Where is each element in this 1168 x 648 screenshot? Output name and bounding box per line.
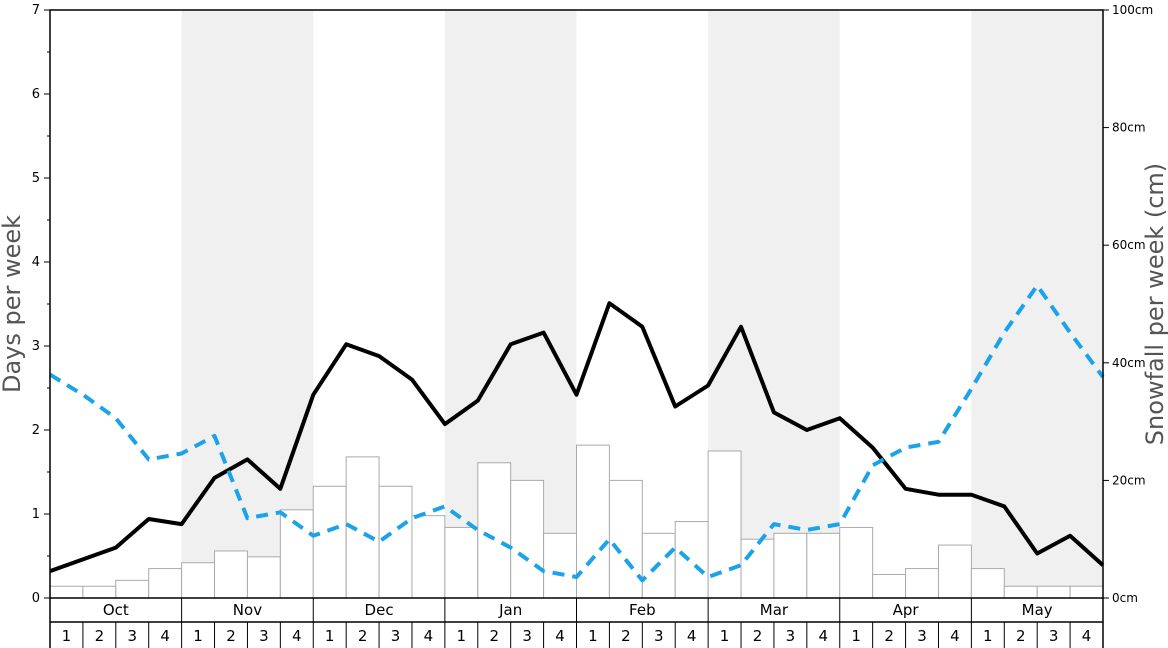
y-axis-title-right: Snowfall per week (cm) — [1141, 163, 1168, 445]
snowfall-bar — [115, 579, 150, 599]
y-tick-label-right: 0cm — [1112, 591, 1138, 605]
week-label: 2 — [753, 627, 763, 645]
x-axis-table: Oct 1 2 3 4 Nov 1 2 3 4 Dec 1 2 3 4 Jan 1 2 3 4 Feb 1 2 3 4 Mar 1 2… — [49, 598, 1104, 648]
y-tick-label-left: 4 — [32, 255, 40, 270]
week-label: 3 — [127, 627, 137, 645]
snowfall-bar — [378, 485, 413, 599]
snowfall-bar — [608, 479, 643, 599]
snowfall-bars — [49, 444, 1104, 599]
week-label: 4 — [424, 627, 434, 645]
snowfall-bar — [970, 568, 1005, 599]
dashed-line-series — [48, 283, 1105, 583]
snowfall-bar — [444, 526, 479, 599]
y-tick-label-left: 1 — [32, 507, 40, 522]
y-tick-label-left: 0 — [32, 591, 40, 606]
y-tick-label-left: 3 — [32, 339, 40, 354]
week-label: 2 — [95, 627, 105, 645]
snowfall-bar — [773, 532, 808, 599]
month-label: Mar — [760, 601, 789, 619]
week-label: 2 — [1016, 627, 1026, 645]
week-label: 1 — [720, 627, 730, 645]
snowfall-bar — [674, 521, 709, 599]
snowfall-bar — [312, 485, 347, 599]
week-label: 1 — [983, 627, 993, 645]
week-label: 4 — [819, 627, 829, 645]
y-tick-label-right: 40cm — [1112, 356, 1146, 370]
y-tick-label-right: 100cm — [1112, 3, 1153, 17]
week-label: 1 — [457, 627, 467, 645]
snowfall-bar — [181, 562, 216, 599]
week-label: 2 — [226, 627, 236, 645]
y-tick-label-left: 7 — [32, 3, 40, 18]
snowfall-bar — [937, 544, 972, 599]
week-label: 3 — [522, 627, 532, 645]
y-tick-label-right: 80cm — [1112, 121, 1146, 135]
series-lines — [48, 283, 1105, 583]
y-tick-label-left: 5 — [32, 171, 40, 186]
month-label: Apr — [893, 601, 920, 619]
week-label: 2 — [358, 627, 368, 645]
snowfall-bar — [477, 462, 512, 599]
month-label: May — [1022, 601, 1053, 619]
y-tick-label-left: 6 — [32, 87, 40, 102]
snowfall-bar — [740, 538, 775, 599]
snowfall-bar — [576, 444, 610, 599]
week-label: 3 — [1049, 627, 1059, 645]
snowfall-bar — [543, 532, 577, 599]
y-axis-title-left: Days per week — [0, 215, 26, 393]
snowfall-bar — [49, 585, 84, 599]
week-label: 4 — [950, 627, 960, 645]
y-tick-label-right: 20cm — [1112, 473, 1146, 487]
week-label: 1 — [193, 627, 203, 645]
week-label: 1 — [588, 627, 598, 645]
snowfall-bar — [1069, 585, 1104, 599]
week-label: 3 — [917, 627, 927, 645]
right-axis: 0cm 20cm 40cm 60cm 80cm 100cm — [1103, 3, 1153, 605]
solid-line-series — [49, 301, 1105, 573]
week-label: 4 — [687, 627, 697, 645]
week-label: 1 — [62, 627, 72, 645]
week-label: 1 — [851, 627, 861, 645]
left-axis: 0 1 2 3 4 5 6 7 — [32, 3, 50, 606]
month-label: Dec — [365, 601, 394, 619]
snowfall-bar — [839, 526, 874, 599]
y-tick-label-left: 2 — [32, 423, 40, 438]
week-label: 2 — [884, 627, 894, 645]
snowfall-bar — [82, 585, 117, 599]
snowfall-bar — [1036, 585, 1071, 599]
month-shading — [181, 10, 1103, 598]
month-label: Oct — [103, 601, 129, 619]
snowfall-bar — [246, 556, 281, 599]
week-label: 2 — [489, 627, 499, 645]
snowfall-bar — [905, 568, 939, 599]
month-label: Jan — [498, 601, 522, 619]
week-label: 2 — [621, 627, 631, 645]
week-label: 3 — [654, 627, 664, 645]
snowfall-bar — [214, 550, 248, 599]
month-shade — [181, 10, 314, 598]
week-label: 1 — [325, 627, 335, 645]
week-label: 4 — [292, 627, 302, 645]
week-label: 3 — [391, 627, 401, 645]
week-label: 4 — [555, 627, 565, 645]
snowfall-bar — [872, 573, 907, 599]
week-label: 3 — [259, 627, 269, 645]
month-shade — [971, 10, 1103, 598]
y-tick-label-right: 60cm — [1112, 238, 1146, 252]
snowfall-bar — [1003, 585, 1038, 599]
month-label: Nov — [233, 601, 262, 619]
snowfall-bar — [510, 479, 545, 599]
snowfall-bar — [806, 532, 841, 599]
month-label: Feb — [629, 601, 656, 619]
week-label: 4 — [1082, 627, 1092, 645]
snowfall-bar — [411, 515, 446, 599]
week-label: 3 — [786, 627, 796, 645]
snowfall-bar — [148, 568, 183, 599]
week-label: 4 — [160, 627, 170, 645]
